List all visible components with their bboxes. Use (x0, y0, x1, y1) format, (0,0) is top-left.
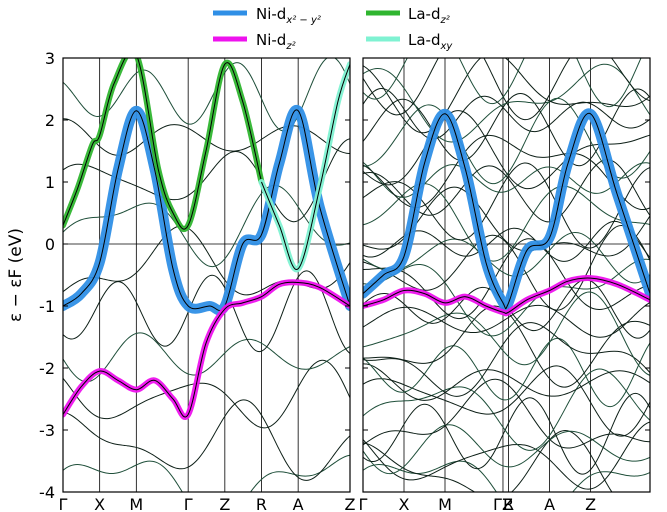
left-ytick-label-3: 3 (45, 49, 55, 68)
left-k-label-0: Γ (59, 495, 68, 512)
right-bg-band-3 (363, 424, 650, 475)
right-bg-band-17 (363, 224, 650, 311)
right-bg-band-32 (363, 58, 650, 121)
right-bg-band-1 (363, 430, 613, 492)
left-k-label-5: R (256, 495, 267, 512)
right-bg-band-24 (363, 161, 650, 198)
left-ytick-label--2: -2 (39, 359, 55, 378)
right-bg-band-13 (363, 302, 650, 338)
left-bg-band-3 (63, 332, 350, 383)
left-ytick-label--4: -4 (39, 483, 55, 502)
left-bg-band-9 (63, 58, 350, 132)
left-ytick-label-2: 2 (45, 111, 55, 130)
left-series-3-line (261, 64, 350, 270)
left-bg-band-2 (63, 359, 350, 429)
right-panel: Γ X M ΓZR A Z (359, 57, 651, 512)
right-bg-band-2 (363, 421, 650, 490)
left-bg-band-1 (63, 399, 350, 481)
left-k-label-7: Z (345, 495, 356, 512)
left-bg-band-7 (63, 138, 350, 223)
left-k-label-1: X (94, 495, 105, 512)
right-k-label-3: ΓZ (493, 495, 513, 512)
right-bg-band-29 (363, 88, 650, 140)
left-k-label-3: Γ (184, 495, 193, 512)
right-k-label-5: A (544, 495, 555, 512)
right-k-label-6: Z (585, 495, 596, 512)
left-bg-band-4 (63, 270, 350, 354)
left-ytick-label-0: 0 (45, 235, 55, 254)
right-bg-band-27 (363, 97, 650, 185)
left-ytick-label-1: 1 (45, 173, 55, 192)
right-bg-band-7 (363, 365, 650, 437)
left-panel: -4 -3 -2 -1 0 1 2 3 Γ X M Γ Z R A Z (39, 49, 355, 512)
right-series-1-line (363, 277, 650, 314)
y-axis-label: ε − εF (eV) (6, 228, 26, 322)
right-k-label-2: M (438, 495, 452, 512)
right-frame (362, 57, 651, 493)
right-bg-band-4 (363, 392, 650, 475)
right-k-label-4: R (503, 495, 514, 512)
left-k-label-6: A (293, 495, 304, 512)
right-bg-band-10 (363, 322, 650, 397)
left-series-1-line (63, 281, 350, 418)
left-frame (62, 57, 351, 493)
left-bands (63, 58, 350, 492)
right-bg-band-6 (363, 368, 650, 451)
legend-label-la-dxy: La-dxy (408, 31, 453, 52)
left-bg-band-0 (63, 454, 350, 492)
left-k-label-4: Z (219, 495, 230, 512)
right-bg-band-31 (363, 58, 650, 134)
legend: Ni-dx² − y² Ni-dz² La-dz² La-dxy (213, 5, 453, 52)
right-bg-band-18 (363, 231, 650, 284)
legend-label-la-dz2: La-dz² (408, 5, 450, 26)
right-bg-band-22 (363, 162, 650, 249)
legend-label-ni-dz2: Ni-dz² (256, 31, 296, 52)
right-bg-band-0 (363, 460, 650, 492)
right-bg-band-12 (363, 291, 650, 376)
right-bg-band-16 (363, 238, 650, 320)
left-series-2-line (63, 58, 262, 230)
right-bg-band-5 (363, 378, 650, 449)
right-bg-band-15 (363, 258, 650, 337)
right-bands (363, 58, 650, 492)
left-series-0-line (63, 109, 350, 312)
right-bg-band-9 (363, 337, 650, 408)
right-bg-band-33 (363, 58, 642, 108)
right-series-0-line (363, 112, 650, 310)
right-k-label-0: Γ (359, 495, 368, 512)
legend-label-ni-dx2y2: Ni-dx² − y² (256, 5, 321, 26)
right-bg-band-8 (363, 363, 650, 401)
left-k-label-2: M (129, 495, 143, 512)
right-k-label-1: X (399, 495, 410, 512)
left-ytick-label--1: -1 (39, 297, 55, 316)
left-ytick-label--3: -3 (39, 421, 55, 440)
